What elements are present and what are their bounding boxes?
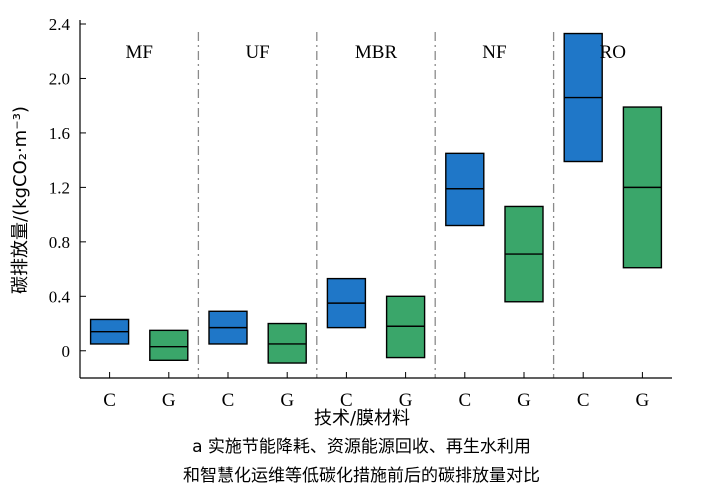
x-tick-label: C [340,390,353,411]
caption-line-1: a 实施节能降耗、资源能源回收、再生水利用 [192,437,531,457]
box-mbr-g [385,295,426,359]
box-nf-g [504,205,544,303]
x-tick-label: G [399,390,413,411]
box-mf-c [89,318,130,345]
boxes [89,32,663,364]
box-mf-g [149,329,189,362]
box-nf-c [445,152,485,227]
x-tick-label: G [517,390,531,411]
y-tick-label: 1.2 [49,178,70,197]
group-label-uf: UF [245,42,269,63]
group-labels: MF UF MBR NF RO [125,42,626,63]
x-tick-label: C [222,390,235,411]
y-tick-label: 2.4 [49,15,71,34]
y-tick-label: 1.6 [49,124,70,143]
y-tick-label: 0.4 [49,287,71,306]
x-tick-label: G [636,390,650,411]
caption-line-2: 和智慧化运维等低碳化措施前后的碳排放量对比 [183,466,540,486]
box-ro-c [563,32,603,163]
x-tick-label: C [103,390,116,411]
axes [79,20,672,379]
box-rect [149,329,189,362]
x-tick-label: G [280,390,294,411]
box-uf-c [208,310,248,345]
x-tick-label: C [577,390,590,411]
x-tick-label: C [458,390,471,411]
y-tick-label: 0 [62,342,71,361]
group-label-mbr: MBR [355,42,398,63]
group-label-ro: RO [600,42,626,63]
y-axis-title: 碳排放量/(kgCO₂·m⁻³) [10,106,31,294]
box-mbr-c [326,277,367,329]
group-label-mf: MF [125,42,152,63]
box-chart: 0 0.4 0.8 1.2 1.6 2.0 2.4 C G C G C G C G C G MF UF MBR NF… [10,15,672,429]
group-separators [197,32,555,378]
x-axis-title: 技术/膜材料 [314,408,410,429]
x-tick-label: G [162,390,176,411]
box-ro-g [622,106,663,269]
y-axis-ticks: 0 0.4 0.8 1.2 1.6 2.0 2.4 [49,15,86,361]
y-tick-label: 2.0 [49,69,70,88]
box-uf-g [267,322,307,364]
y-tick-label: 0.8 [49,233,70,252]
group-label-nf: NF [482,42,506,63]
